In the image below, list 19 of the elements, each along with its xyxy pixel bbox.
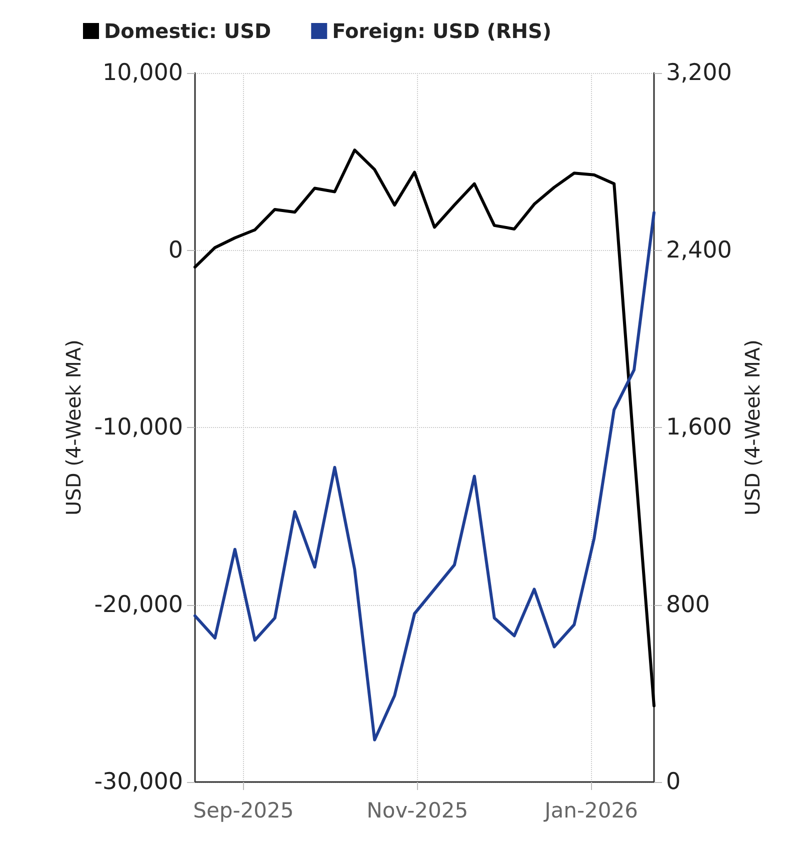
y2-tick-label: 800 bbox=[666, 592, 710, 618]
line-series bbox=[194, 211, 656, 742]
y-axis-title: USD (4-Week MA) bbox=[61, 340, 86, 516]
y2-axis-title: USD (4-Week MA) bbox=[740, 340, 765, 516]
x-tick-label: Jan-2026 bbox=[542, 798, 638, 822]
y2-tick-label: 1,600 bbox=[666, 414, 732, 440]
y-tick-label: -20,000 bbox=[94, 592, 183, 618]
y-tick-label: 0 bbox=[168, 237, 183, 264]
legend-label: Foreign: USD (RHS) bbox=[332, 19, 552, 43]
y2-tick-label: 0 bbox=[666, 769, 681, 795]
x-tick-label: Nov-2025 bbox=[366, 798, 468, 822]
y2-tick-label: 3,200 bbox=[666, 60, 732, 86]
line-series bbox=[194, 148, 656, 708]
y2-tick-label: 2,400 bbox=[666, 237, 732, 264]
y-tick-label: -30,000 bbox=[94, 769, 183, 795]
y-tick-label: -10,000 bbox=[94, 414, 183, 440]
legend-label: Domestic: USD bbox=[104, 19, 272, 43]
y-tick-label: 10,000 bbox=[102, 60, 183, 86]
x-tick-label: Sep-2025 bbox=[193, 798, 294, 822]
